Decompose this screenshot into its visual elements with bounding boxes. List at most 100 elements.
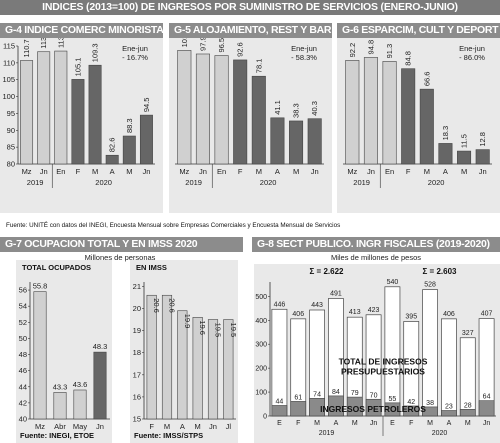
year-label: 2019 [353,178,370,187]
x-tick-label: A [334,420,339,427]
bar-label-total: 446 [274,301,286,308]
note-change: - 16.7% [122,53,148,62]
x-tick-label: M [314,420,320,427]
bar-label: 48.3 [93,342,108,351]
bar-label-petroleum: 74 [313,391,321,398]
year-label: 2019 [185,178,202,187]
bar-petroleum [478,400,495,417]
bar [419,88,434,165]
x-tick-label: M [427,420,433,427]
bar-label-petroleum: 38 [426,400,434,407]
bar-label: 40.3 [310,101,319,116]
bar-petroleum [346,396,363,417]
bar [251,75,266,165]
bar-total [422,289,438,417]
bar [192,317,203,420]
bar-label: 19.9 [183,314,192,329]
bar-label-petroleum: 70 [370,392,378,399]
y-tick-label: 400 [255,318,267,325]
x-tick-label: F [76,167,81,176]
bar-label: 12.8 [478,132,487,147]
bar-label: 96.5 [217,38,226,53]
bar [345,60,360,165]
x-tick-label: Jn [96,422,104,431]
year-label: 2019 [27,178,44,187]
bar-label: 82.6 [108,138,117,153]
bar-label-total: 540 [387,279,399,286]
bar-label-total: 423 [368,307,380,314]
bar [105,154,119,165]
bar [161,294,173,420]
total-series-label: TOTAL DE INGRESOS [339,357,428,367]
bar-label: 97.9 [198,38,207,51]
x-tick-label: Jn [209,422,217,431]
x-tick-label: Jn [199,167,207,176]
y-tick-label: 52 [19,318,27,327]
x-tick-label: Mz [179,167,189,176]
x-tick-label: E [390,420,395,427]
x-tick-label: A [443,167,448,176]
y-tick-label: 110 [3,58,15,67]
g7-subtitle: Millones de personas [85,253,156,262]
bar [122,135,136,165]
bar-label: 113.5 [56,38,65,48]
main-title: INDICES (2013=100) DE INGRESOS POR SUMIN… [0,0,500,15]
petroleum-series-label: INGRESOS PETROLEROS [320,404,426,414]
source-label: Fuente: INEGI, ETOE [20,431,94,440]
y-tick-label: 0 [263,414,267,421]
year-label: 2020 [428,178,445,187]
year-label: 2020 [432,430,448,437]
y-tick-label: 50 [19,334,27,343]
bar [270,117,285,165]
bar [20,60,34,165]
bar-petroleum [403,405,420,417]
y-tick-label: 300 [255,342,267,349]
bar-label: 109.3 [91,43,100,62]
bar-label: 84.8 [404,51,413,66]
bar-petroleum [422,406,438,417]
y-tick-label: 115 [3,42,15,51]
bar [195,53,210,165]
x-tick-label: En [217,167,226,176]
note-change: - 58.3% [291,53,317,62]
bar-label: 43.6 [73,380,88,389]
y-tick-label: 105 [2,75,15,84]
bar [139,114,153,165]
bar-label-total: 407 [481,311,493,318]
bar-label-petroleum: 44 [276,398,284,405]
bar [177,50,192,165]
bar [146,294,157,420]
bar [401,68,416,165]
bar [33,291,47,420]
y-tick-label: 17 [133,370,141,379]
x-tick-label: M [293,167,299,176]
bar [54,50,68,165]
x-tick-label: F [149,422,154,431]
bar [233,59,248,165]
bar [382,61,397,165]
g8-title: G-8 SECT PUBLICO. INGR FISCALES (2019-20… [252,237,500,252]
bar-petroleum [271,405,288,417]
x-tick-label: May [73,422,87,431]
note-change: - 86.0% [459,53,485,62]
chart-g6: 92.2 Mz 94.8 Jn 91.3 En 84.8 F 66.6 M 18.3 A 11.5 M 12… [337,38,500,213]
bar [363,57,378,165]
bar-label: 78.1 [254,59,263,74]
bar-label-total: 491 [330,291,342,298]
x-tick-label: F [296,420,300,427]
x-tick-label: M [461,167,467,176]
y-tick-label: 20 [133,304,141,313]
bar [438,143,453,165]
bar-label: 94.5 [142,98,151,113]
bar-label: 101.1 [180,38,189,47]
x-tick-label: Mz [22,167,32,176]
x-tick-label: A [110,167,115,176]
bar-label-petroleum: 42 [407,399,415,406]
y-tick-label: 56 [19,286,27,295]
bar-label-petroleum: 61 [294,394,302,401]
y-tick-label: 16 [133,392,141,401]
bar-label: 20.6 [152,298,161,313]
note-period: Ene-jun [459,44,485,53]
x-tick-label: Mz [35,422,45,431]
